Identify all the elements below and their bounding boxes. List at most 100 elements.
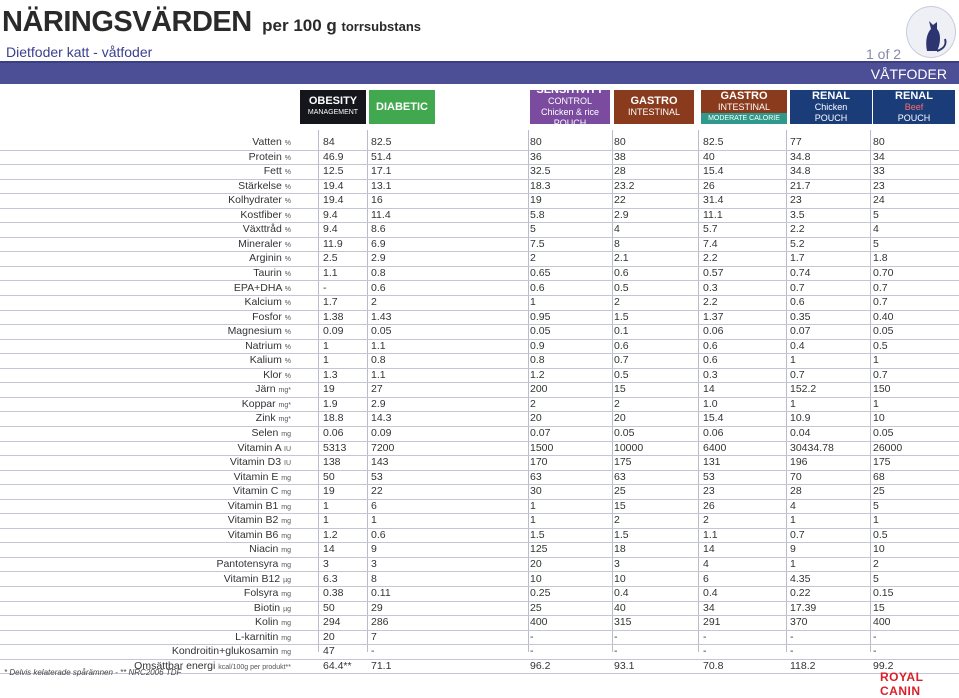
table-cell: 26 (703, 179, 715, 192)
section-title: VÅTFODER (870, 66, 947, 82)
table-cell: 0.8 (371, 354, 386, 367)
column-divider (528, 130, 529, 652)
product-header-line: GASTRO (720, 89, 768, 102)
table-row: Vitamin B2 mg 1 1 1 2 2 1 1 (0, 513, 959, 529)
table-cell: 170 (530, 456, 548, 469)
table-cell: 5 (873, 572, 879, 585)
product-header-line: Chicken & rice (540, 107, 600, 117)
table-cell: 0.07 (790, 325, 811, 338)
table-cell: 25 (614, 485, 626, 498)
row-label-unit: µg (283, 576, 291, 584)
row-label: Kostfiber % (240, 209, 291, 221)
table-cell: 4 (703, 557, 709, 570)
table-cell: 0.5 (873, 339, 888, 352)
table-cell: 6.3 (323, 572, 338, 585)
table-cell: 2 (530, 252, 536, 265)
table-cell: 63 (614, 470, 626, 483)
table-cell: 2 (614, 397, 620, 410)
table-cell: 125 (530, 543, 548, 556)
row-label-unit: % (284, 212, 291, 220)
table-cell: 1.9 (323, 397, 338, 410)
title-unit-basis: torrsubstans (341, 19, 421, 34)
table-cell: 2 (371, 296, 377, 309)
table-cell: 19.4 (323, 179, 344, 192)
table-row: Zink mg* 18.8 14.3 20 20 15.4 10.9 10 (0, 411, 959, 427)
table-cell: 0.6 (614, 266, 629, 279)
table-row: Omsättbar energi kcal/100g per produkt**… (0, 659, 959, 675)
product-header-line: MODERATE CALORIE (701, 112, 787, 124)
table-cell: 0.5 (873, 528, 888, 541)
table-cell: 47 (323, 645, 335, 658)
row-label-unit: IU (284, 445, 291, 453)
column-divider (786, 130, 787, 652)
table-row: Biotin µg 50 29 25 40 34 17.39 15 (0, 601, 959, 617)
table-cell: 15 (873, 601, 885, 614)
row-label: Vitamin B1 mg (228, 500, 291, 512)
table-cell: 3 (371, 557, 377, 570)
table-cell: - (530, 630, 534, 643)
row-label-name: Omsättbar energi (134, 659, 216, 672)
table-row: EPA+DHA % - 0.6 0.6 0.5 0.3 0.7 0.7 (0, 281, 959, 296)
product-header-line: POUCH (814, 112, 848, 123)
product-header-2: SENSITIVITY CONTROL Chicken & rice POUCH (530, 85, 610, 128)
product-header-line: GASTRO (630, 95, 678, 107)
table-cell: 118.2 (790, 659, 816, 672)
row-label-unit: % (284, 169, 291, 177)
row-label-unit: % (284, 154, 291, 162)
table-cell: - (371, 645, 375, 658)
title-unit: per 100 g torrsubstans (262, 16, 421, 35)
table-row: Järn mg* 19 27 200 15 14 152.2 150 (0, 382, 959, 398)
table-cell: - (790, 645, 794, 658)
row-label: Vitamin B2 mg (228, 514, 291, 526)
table-cell: 34 (873, 150, 885, 163)
row-label-name: Kolhydrater (228, 194, 282, 207)
table-cell: 31.4 (703, 194, 724, 207)
table-cell: 5 (530, 223, 536, 236)
table-cell: 5.7 (703, 223, 718, 236)
table-row: Kondroitin+glukosamin mg 47 - - - - - - (0, 644, 959, 660)
table-cell: 25 (530, 601, 542, 614)
table-cell: 8 (614, 237, 620, 250)
table-cell: 315 (614, 616, 632, 629)
table-cell: 10 (873, 412, 885, 425)
table-cell: 7.5 (530, 237, 545, 250)
table-cell: 138 (323, 456, 341, 469)
row-label: Vatten % (252, 136, 291, 148)
table-cell: 1.5 (614, 528, 629, 541)
column-divider (318, 130, 319, 652)
table-row: Mineraler % 11.9 6.9 7.5 8 7.4 5.2 5 (0, 237, 959, 253)
row-label: Selen mg (251, 427, 291, 439)
table-cell: 370 (790, 616, 808, 629)
table-cell: 0.8 (530, 354, 545, 367)
column-divider (870, 130, 871, 652)
row-label-unit: mg (281, 474, 291, 482)
table-cell: 0.40 (873, 310, 894, 323)
title-unit-amount: per 100 g (262, 16, 337, 35)
table-cell: 1 (530, 514, 536, 527)
section-bar: VÅTFODER (0, 63, 959, 84)
row-label-unit: % (284, 314, 291, 322)
table-cell: 19.4 (323, 194, 344, 207)
table-cell: 32.5 (530, 165, 551, 178)
table-cell: 5.2 (790, 237, 805, 250)
table-cell: 0.07 (530, 427, 551, 439)
table-cell: 12.5 (323, 165, 344, 178)
table-cell: 0.6 (703, 339, 718, 352)
table-cell: 2.2 (790, 223, 805, 236)
table-cell: 1 (790, 514, 796, 527)
table-cell: 0.5 (614, 368, 629, 381)
table-cell: 14.3 (371, 412, 392, 425)
row-label: EPA+DHA % (234, 282, 291, 294)
table-cell: 1 (790, 397, 796, 410)
table-cell: 3 (323, 557, 329, 570)
row-label: Kondroitin+glukosamin mg (172, 645, 291, 657)
table-cell: 24 (873, 194, 885, 207)
table-cell: 53 (703, 470, 715, 483)
table-cell: 20 (614, 412, 626, 425)
table-cell: 10 (873, 543, 885, 556)
table-cell: 8 (371, 572, 377, 585)
row-label: Mineraler % (238, 238, 291, 250)
table-cell: 19 (323, 383, 335, 396)
table-cell: 0.09 (371, 427, 392, 439)
table-cell: 10 (614, 572, 626, 585)
